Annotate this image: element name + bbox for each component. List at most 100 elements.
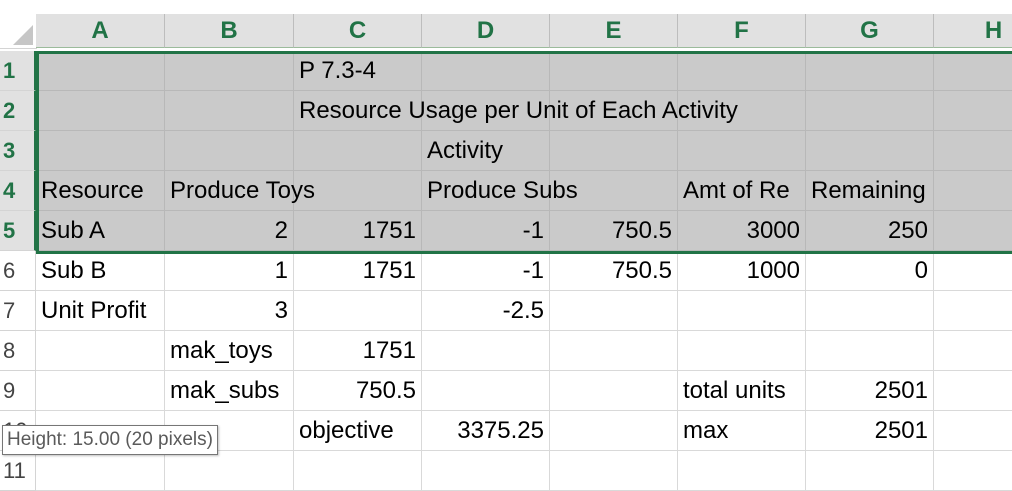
row-header-8[interactable]: 8: [0, 331, 36, 371]
cell-g10[interactable]: 2501: [806, 411, 934, 451]
cell-g9[interactable]: 2501: [806, 371, 934, 411]
cell-h1[interactable]: [934, 51, 1012, 91]
cell-d11[interactable]: [422, 451, 550, 491]
cell-d3[interactable]: Activity: [422, 131, 550, 171]
cell-h4[interactable]: [934, 171, 1012, 211]
cell-a2[interactable]: [36, 91, 165, 131]
cell-e2[interactable]: [550, 91, 678, 131]
cell-e5[interactable]: 750.5: [550, 211, 678, 251]
cell-f7[interactable]: [678, 291, 806, 331]
cell-f10[interactable]: max: [678, 411, 806, 451]
column-header-c[interactable]: C: [294, 14, 422, 48]
cell-a8[interactable]: [36, 331, 165, 371]
cell-d10[interactable]: 3375.25: [422, 411, 550, 451]
cell-c11[interactable]: [294, 451, 422, 491]
cell-h11[interactable]: [934, 451, 1012, 491]
cell-g8[interactable]: [806, 331, 934, 371]
cell-f8[interactable]: [678, 331, 806, 371]
row-header-9[interactable]: 9: [0, 371, 36, 411]
cell-f11[interactable]: [678, 451, 806, 491]
cell-c7[interactable]: [294, 291, 422, 331]
cell-d4[interactable]: Produce Subs: [422, 171, 578, 211]
cell-b7[interactable]: 3: [165, 291, 294, 331]
row-header-6[interactable]: 6: [0, 251, 36, 291]
cell-b2[interactable]: [165, 91, 294, 131]
cell-c10[interactable]: objective: [294, 411, 422, 451]
cell-g1[interactable]: [806, 51, 934, 91]
cell-g5[interactable]: 250: [806, 211, 934, 251]
column-header-h[interactable]: H: [934, 14, 1012, 48]
cell-d2[interactable]: [422, 91, 550, 131]
cell-c6[interactable]: 1751: [294, 251, 422, 291]
cell-h9[interactable]: [934, 371, 1012, 411]
cell-e3[interactable]: [550, 131, 678, 171]
row-header-2[interactable]: 2: [0, 91, 36, 131]
cell-g2[interactable]: [806, 91, 934, 131]
cell-c9[interactable]: 750.5: [294, 371, 422, 411]
cell-f1[interactable]: [678, 51, 806, 91]
cell-d9[interactable]: [422, 371, 550, 411]
row-header-11[interactable]: 11: [0, 451, 36, 491]
cell-c5[interactable]: 1751: [294, 211, 422, 251]
select-all-corner[interactable]: [0, 14, 37, 49]
cell-g7[interactable]: [806, 291, 934, 331]
cell-b10[interactable]: [165, 411, 294, 451]
column-header-f[interactable]: F: [678, 14, 806, 48]
cell-f4[interactable]: Amt of Re: [678, 171, 806, 211]
cell-h2[interactable]: [934, 91, 1012, 131]
cell-d7[interactable]: -2.5: [422, 291, 550, 331]
cell-a11[interactable]: [36, 451, 165, 491]
cell-b9[interactable]: mak_subs: [165, 371, 294, 411]
cell-e9[interactable]: [550, 371, 678, 411]
cell-b6[interactable]: 1: [165, 251, 294, 291]
cell-h3[interactable]: [934, 131, 1012, 171]
cell-d5[interactable]: -1: [422, 211, 550, 251]
cell-a4[interactable]: Resource: [36, 171, 165, 211]
cell-a1[interactable]: [36, 51, 165, 91]
cell-a9[interactable]: [36, 371, 165, 411]
cell-f3[interactable]: [678, 131, 806, 171]
cell-e11[interactable]: [550, 451, 678, 491]
cell-d1[interactable]: [422, 51, 550, 91]
cell-a5[interactable]: Sub A: [36, 211, 165, 251]
cell-c2[interactable]: Resource Usage per Unit of Each Activity: [294, 91, 738, 131]
column-header-e[interactable]: E: [550, 14, 678, 48]
row-header-1[interactable]: 1: [0, 51, 36, 91]
row-header-7[interactable]: 7: [0, 291, 36, 331]
row-header-4[interactable]: 4: [0, 171, 36, 211]
cell-g6[interactable]: 0: [806, 251, 934, 291]
cell-f5[interactable]: 3000: [678, 211, 806, 251]
row-header-5[interactable]: 5: [0, 211, 36, 251]
cell-f9[interactable]: total units: [678, 371, 806, 411]
column-header-g[interactable]: G: [806, 14, 934, 48]
cell-b4[interactable]: Produce Toys: [165, 171, 315, 211]
cell-e1[interactable]: [550, 51, 678, 91]
cell-h10[interactable]: [934, 411, 1012, 451]
cell-d8[interactable]: [422, 331, 550, 371]
cell-a3[interactable]: [36, 131, 165, 171]
cell-e4[interactable]: [550, 171, 678, 211]
cell-e10[interactable]: [550, 411, 678, 451]
cell-h5[interactable]: [934, 211, 1012, 251]
cell-c3[interactable]: [294, 131, 422, 171]
cell-b8[interactable]: mak_toys: [165, 331, 294, 371]
cell-c8[interactable]: 1751: [294, 331, 422, 371]
cell-e7[interactable]: [550, 291, 678, 331]
cell-e8[interactable]: [550, 331, 678, 371]
cell-f2[interactable]: [678, 91, 806, 131]
column-header-a[interactable]: A: [36, 14, 165, 48]
cell-c4[interactable]: [294, 171, 422, 211]
cell-a7[interactable]: Unit Profit: [36, 291, 165, 331]
cell-g11[interactable]: [806, 451, 934, 491]
cell-h7[interactable]: [934, 291, 1012, 331]
cell-h6[interactable]: [934, 251, 1012, 291]
cell-b3[interactable]: [165, 131, 294, 171]
cell-b11[interactable]: [165, 451, 294, 491]
cell-b5[interactable]: 2: [165, 211, 294, 251]
cell-g4[interactable]: Remaining: [806, 171, 934, 211]
row-header-3[interactable]: 3: [0, 131, 36, 171]
cell-g3[interactable]: [806, 131, 934, 171]
cell-c1[interactable]: P 7.3-4: [294, 51, 422, 91]
cell-h8[interactable]: [934, 331, 1012, 371]
cell-f6[interactable]: 1000: [678, 251, 806, 291]
